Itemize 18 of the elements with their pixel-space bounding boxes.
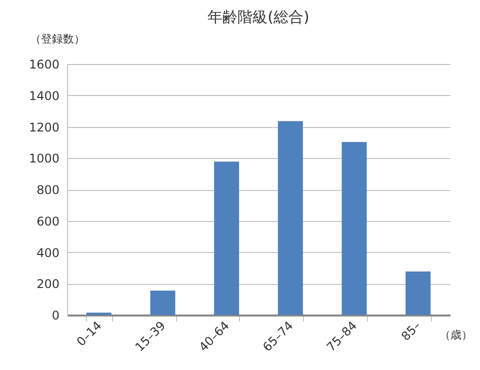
bar xyxy=(214,162,240,315)
x-tick-label: 85– xyxy=(398,318,424,344)
y-tick-label: 600 xyxy=(36,214,60,228)
y-tick-label: 1200 xyxy=(28,120,60,134)
y-tick-label: 0 xyxy=(52,308,60,322)
y-tick-label: 200 xyxy=(36,277,60,292)
bar xyxy=(150,290,176,315)
y-axis-title: （登録数） xyxy=(30,32,85,46)
y-tick-label: 1000 xyxy=(28,152,60,166)
y-tick-label: 1400 xyxy=(28,88,60,103)
x-axis-title: （歳） xyxy=(440,328,472,342)
bar xyxy=(406,272,431,315)
bar xyxy=(278,121,303,315)
y-tick-label: 400 xyxy=(36,246,60,260)
bar xyxy=(342,142,367,315)
y-tick-label: 1600 xyxy=(28,58,60,72)
y-tick-label: 800 xyxy=(36,183,60,197)
chart-title: 年齢階級(総合) xyxy=(208,8,310,26)
